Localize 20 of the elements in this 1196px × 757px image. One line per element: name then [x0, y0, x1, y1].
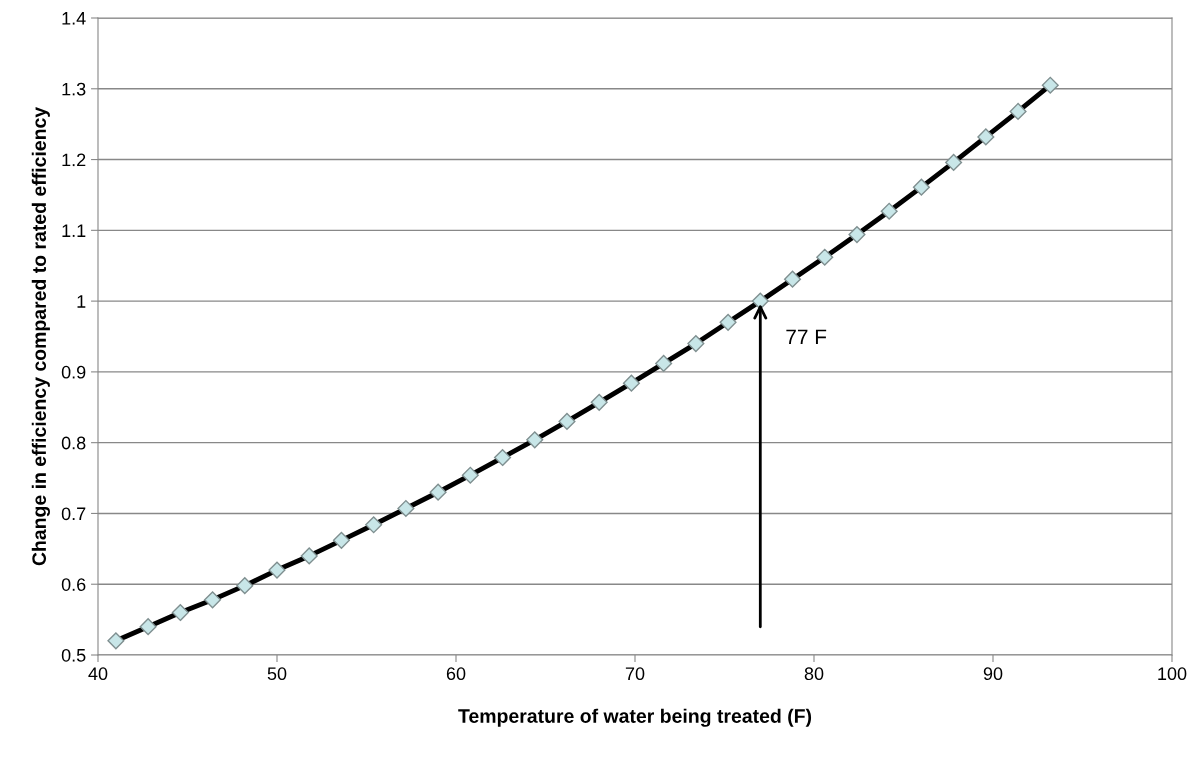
y-tick-label: 1.1 [62, 224, 86, 237]
annotation: 77 F [786, 329, 827, 344]
x-tick-label: 60 [446, 667, 466, 681]
y-tick-label: 0.7 [61, 507, 86, 521]
x-tick-label: 50 [267, 667, 287, 681]
x-tick-label: 100 [1158, 667, 1187, 681]
x-tick-label: 40 [88, 667, 108, 681]
y-axis-title: Change in efficiency compared to rated efficiency [31, 106, 50, 566]
x-axis-title: Temperature of water being treated (F) [458, 708, 812, 727]
y-tick-label: 0.9 [61, 365, 86, 379]
y-tick-label: 0.8 [61, 436, 86, 450]
y-tick-label: 0.5 [61, 648, 86, 662]
x-tick-label: 90 [983, 667, 1003, 681]
y-tick-label: 1 [77, 295, 86, 308]
y-tick-label: 1.3 [62, 82, 86, 96]
y-tick-label: 0.6 [61, 578, 86, 591]
y-tick-label: 1.4 [62, 12, 86, 25]
x-tick-label: 80 [804, 667, 824, 681]
x-tick-label: 70 [625, 667, 645, 681]
y-tick-label: 1.2 [62, 153, 86, 167]
